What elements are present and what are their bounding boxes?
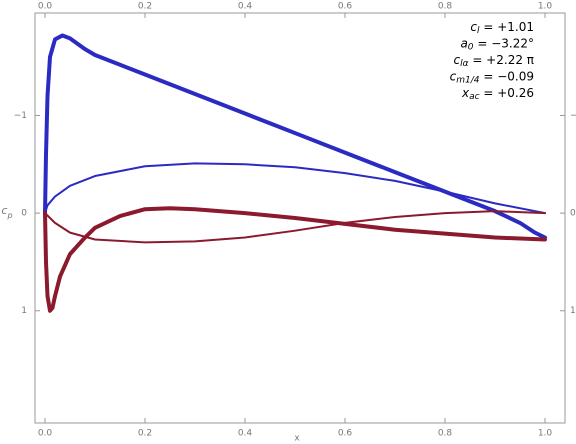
cp-curve (43, 33, 547, 240)
annotation: xac = +0.26 (461, 86, 534, 102)
x-tick-label-top: 0.4 (238, 2, 253, 12)
cp-curve (43, 206, 547, 313)
y-tick-label-right: 1 (570, 306, 576, 316)
annotation-value: = +1.01 (480, 20, 534, 34)
y-tick-label: 1 (21, 306, 27, 316)
x-tick-label-top: 0.6 (338, 2, 353, 12)
x-tick-label-top: 0.8 (438, 2, 453, 12)
annotation-value: = −0.09 (480, 69, 534, 83)
annotation-symbol: c (450, 69, 457, 83)
annotation: a0 = −3.22° (460, 36, 534, 52)
annotation: clα = +2.22 π (453, 53, 534, 69)
y-tick-label: 0 (21, 209, 27, 219)
y-axis-label: cp (1, 204, 12, 220)
annotation-sub: lα (460, 59, 469, 69)
x-tick-label-top: 0.0 (38, 2, 53, 12)
annotation-value: = +2.22 π (469, 53, 535, 67)
x-tick-label: 0.0 (38, 429, 53, 439)
annotation-sub: 0 (468, 42, 474, 52)
x-tick-label: 0.2 (138, 429, 152, 439)
y-label-symbol: c (1, 204, 7, 217)
x-tick-label: 1.0 (538, 429, 553, 439)
y-tick-label-right: −1 (570, 111, 576, 121)
annotation-symbol: c (470, 20, 477, 34)
annotation-value: = +0.26 (480, 86, 534, 100)
x-tick-label: 0.4 (238, 429, 253, 439)
annotation-sub: ac (469, 92, 480, 102)
x-tick-label-top: 0.2 (138, 2, 152, 12)
annotation-symbol: c (453, 53, 460, 67)
x-axis-label: x (294, 434, 300, 444)
x-tick-label: 0.8 (438, 429, 453, 439)
cp-curve (44, 162, 546, 215)
x-tick-label-top: 1.0 (538, 2, 553, 12)
y-tick-label-right: 0 (570, 209, 576, 219)
plot-frame (34, 12, 566, 424)
annotation-value: = −3.22° (474, 36, 534, 50)
annotation: cm1/4 = −0.09 (450, 69, 534, 85)
y-label-sub: p (6, 211, 12, 220)
y-tick-label: −1 (14, 111, 27, 121)
cp-curve (44, 210, 546, 244)
annotation-sub: m1/4 (456, 75, 480, 85)
annotation: cl = +1.01 (470, 20, 534, 36)
annotation-symbol: x (461, 86, 470, 100)
annotation-sub: l (477, 26, 480, 36)
annotation-symbol: a (460, 36, 467, 50)
x-tick-label: 0.6 (338, 429, 353, 439)
